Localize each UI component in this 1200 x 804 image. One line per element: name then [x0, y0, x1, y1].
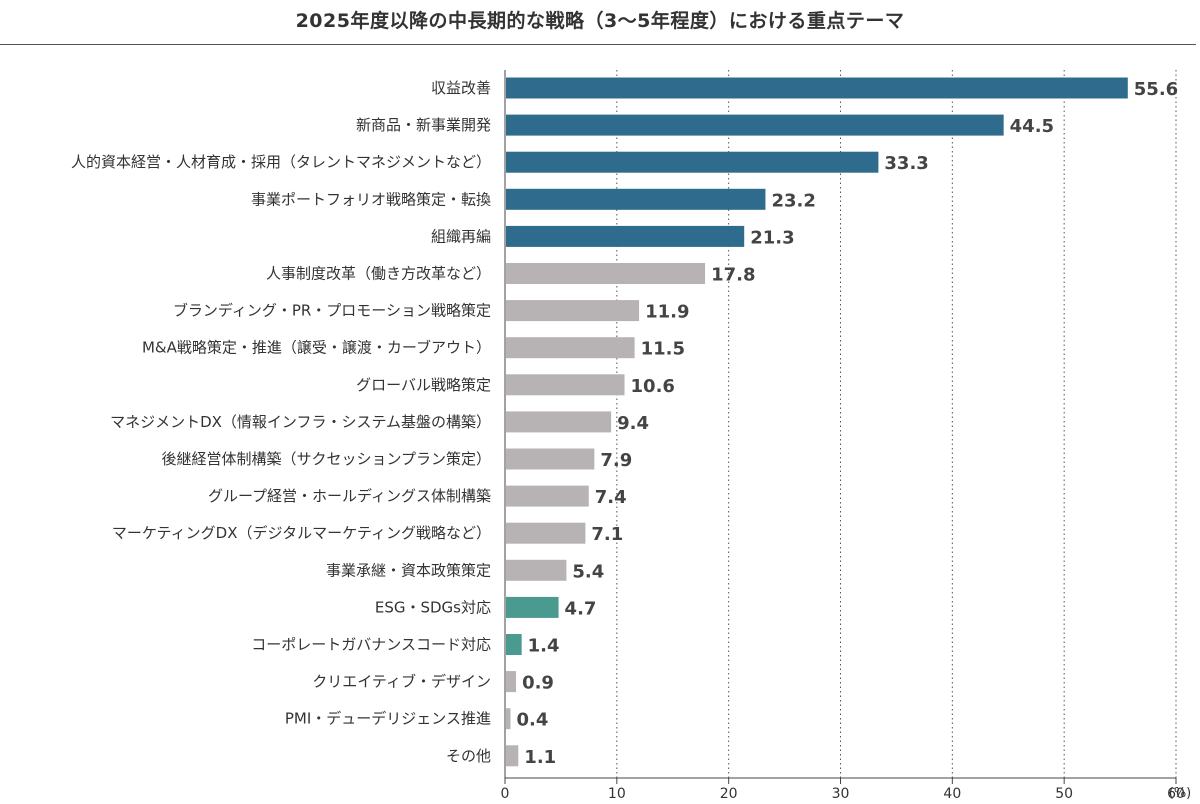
category-label: マネジメントDX（情報インフラ・システム基盤の構築）	[110, 413, 491, 431]
value-label: 33.3	[884, 153, 928, 174]
value-label: 23.2	[771, 190, 815, 211]
value-label: 17.8	[711, 265, 755, 286]
category-label: ブランディング・PR・プロモーション戦略策定	[173, 302, 491, 320]
axis-unit-label: (%)	[1169, 786, 1192, 801]
axes	[504, 70, 1177, 784]
category-label: 収益改善	[431, 79, 491, 97]
value-label: 7.4	[595, 487, 627, 508]
bar	[506, 337, 635, 359]
bar	[506, 559, 567, 581]
category-label: その他	[446, 747, 491, 765]
bar	[506, 634, 522, 655]
bar	[506, 374, 625, 396]
bar	[506, 188, 766, 210]
category-label: 事業承継・資本政策策定	[326, 561, 491, 579]
category-label: 人的資本経営・人材育成・採用（タレントマネジメントなど）	[71, 153, 491, 171]
x-tick-label: 40	[943, 786, 961, 802]
bar	[506, 671, 517, 693]
bar	[506, 225, 745, 247]
x-tick-label: 30	[832, 786, 850, 802]
title-divider	[0, 44, 1196, 45]
x-tick-label: 60	[1167, 786, 1185, 802]
value-label: 55.6	[1134, 79, 1178, 100]
category-label: マーケティングDX（デジタルマーケティング戦略など）	[112, 524, 491, 542]
value-label: 44.5	[1010, 116, 1054, 137]
x-tick-label: 50	[1055, 786, 1073, 802]
category-label: 人事制度改革（働き方改革など）	[266, 265, 491, 283]
bar	[506, 708, 511, 730]
category-label: ESG・SDGs対応	[375, 598, 491, 616]
value-label: 4.7	[565, 598, 597, 619]
bar	[506, 77, 1128, 99]
value-label: 11.9	[645, 302, 689, 323]
category-label: コーポレートガバナンスコード対応	[251, 636, 491, 654]
bar	[506, 596, 559, 618]
bar	[506, 485, 589, 507]
bar	[506, 151, 879, 173]
value-label: 0.9	[522, 673, 554, 694]
bar	[506, 745, 519, 767]
value-label: 1.1	[524, 747, 556, 768]
grid-lines	[616, 70, 1177, 778]
category-label: グローバル戦略策定	[356, 376, 491, 394]
value-label: 7.9	[600, 450, 632, 471]
value-label: 1.4	[528, 636, 560, 657]
value-label: 10.6	[631, 376, 675, 397]
value-label: 5.4	[572, 561, 604, 582]
bar	[506, 263, 706, 284]
chart-title: 2025年度以降の中長期的な戦略（3〜5年程度）における重点テーマ	[295, 10, 905, 32]
value-label: 11.5	[641, 339, 685, 360]
bar	[506, 448, 595, 470]
value-label: 9.4	[617, 413, 649, 434]
category-label: PMI・デューデリジェンス推進	[285, 710, 491, 728]
bar	[506, 114, 1004, 136]
x-tick-label: 10	[608, 786, 626, 802]
category-label: 組織再編	[431, 227, 491, 245]
bar	[506, 300, 640, 322]
value-label: 7.1	[591, 524, 623, 545]
category-label: クリエイティブ・デザイン	[312, 673, 491, 691]
value-label: 0.4	[516, 710, 548, 731]
x-tick-label: 20	[720, 786, 738, 802]
category-label: 事業ポートフォリオ戦略策定・転換	[251, 190, 491, 208]
labels: 0 10 20 30 40 50 60 収益改善 55.6 新商品・新事業開発 44.5 人的資本経営…	[71, 79, 1185, 802]
category-label: グループ経営・ホールディングス体制構築	[208, 487, 491, 505]
category-label: 新商品・新事業開発	[356, 116, 491, 134]
bar	[506, 411, 612, 433]
value-label: 21.3	[750, 227, 794, 248]
bar	[506, 522, 586, 544]
bars	[506, 77, 1128, 767]
category-label: M&A戦略策定・推進（譲受・譲渡・カーブアウト）	[142, 339, 491, 357]
category-label: 後継経営体制構築（サクセッションプラン策定）	[161, 450, 491, 468]
x-tick-label: 0	[501, 786, 510, 802]
